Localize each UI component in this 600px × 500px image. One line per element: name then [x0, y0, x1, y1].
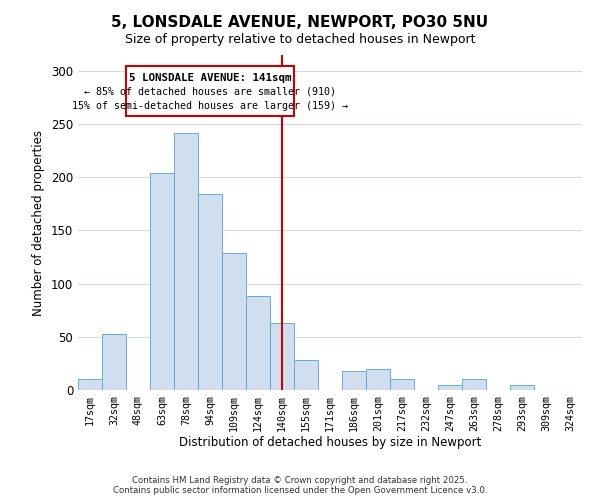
Bar — [462, 380, 486, 390]
Bar — [222, 253, 246, 390]
Bar — [510, 384, 534, 390]
Bar — [246, 296, 270, 390]
Y-axis label: Number of detached properties: Number of detached properties — [32, 130, 46, 316]
Bar — [150, 173, 174, 390]
Bar — [126, 66, 293, 116]
Text: Size of property relative to detached houses in Newport: Size of property relative to detached ho… — [125, 32, 475, 46]
Text: ← 85% of detached houses are smaller (910): ← 85% of detached houses are smaller (91… — [84, 87, 336, 97]
Bar — [198, 194, 222, 390]
Text: 15% of semi-detached houses are larger (159) →: 15% of semi-detached houses are larger (… — [72, 100, 348, 110]
Bar — [270, 323, 294, 390]
Bar — [438, 384, 462, 390]
X-axis label: Distribution of detached houses by size in Newport: Distribution of detached houses by size … — [179, 436, 481, 450]
Bar — [342, 371, 366, 390]
Bar — [78, 380, 102, 390]
Bar — [294, 360, 318, 390]
Text: 5 LONSDALE AVENUE: 141sqm: 5 LONSDALE AVENUE: 141sqm — [128, 73, 291, 83]
Bar — [174, 132, 198, 390]
Bar — [102, 334, 126, 390]
Text: 5, LONSDALE AVENUE, NEWPORT, PO30 5NU: 5, LONSDALE AVENUE, NEWPORT, PO30 5NU — [112, 15, 488, 30]
Bar — [390, 380, 414, 390]
Text: Contains HM Land Registry data © Crown copyright and database right 2025.
Contai: Contains HM Land Registry data © Crown c… — [113, 476, 487, 495]
Bar — [366, 368, 390, 390]
